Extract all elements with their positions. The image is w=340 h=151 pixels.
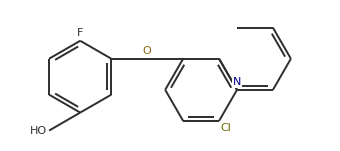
Text: Cl: Cl xyxy=(221,124,232,133)
Text: F: F xyxy=(77,28,83,38)
Text: HO: HO xyxy=(30,125,47,136)
Text: N: N xyxy=(233,77,241,87)
Text: O: O xyxy=(143,46,152,56)
